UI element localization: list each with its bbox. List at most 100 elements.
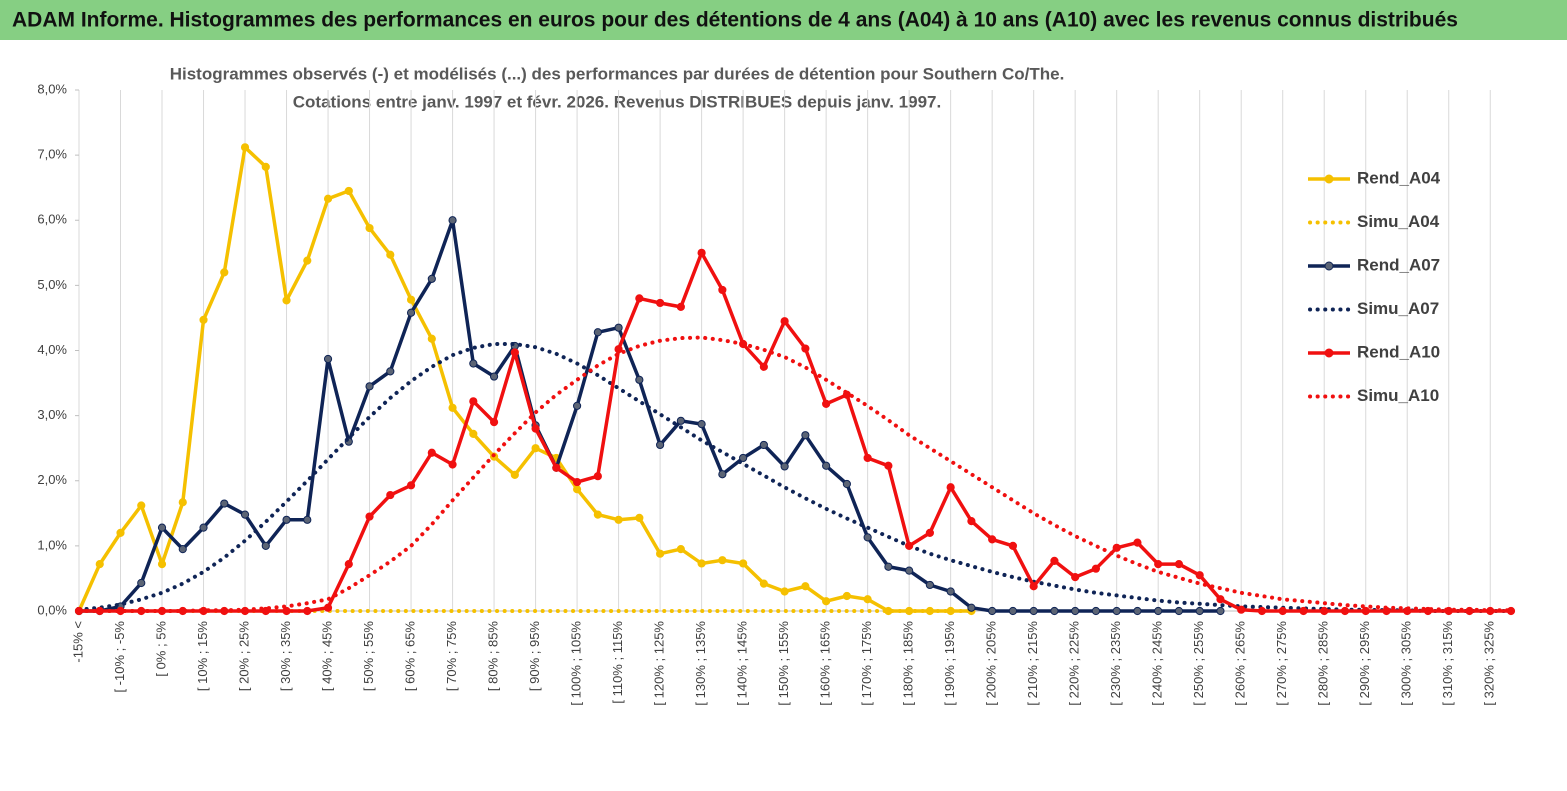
point	[1029, 606, 1038, 616]
point	[656, 440, 665, 450]
point	[801, 431, 810, 440]
point	[178, 498, 187, 507]
point	[427, 448, 436, 457]
point	[656, 298, 665, 308]
point	[344, 186, 353, 196]
y-tick-label: 0,0%	[37, 602, 67, 617]
x-tick-label: [ 200% ; 205%	[984, 621, 999, 706]
x-tick-label: [ 20% ; 25%	[236, 621, 251, 692]
point	[1112, 543, 1121, 552]
point	[323, 194, 333, 203]
point	[801, 344, 810, 353]
point	[427, 274, 436, 283]
series-line	[77, 335, 1513, 613]
point	[448, 403, 457, 412]
point	[1029, 582, 1038, 591]
point	[261, 541, 270, 550]
point	[801, 582, 810, 591]
x-tick-label: [ 250% ; 255%	[1191, 621, 1206, 706]
point	[988, 535, 997, 544]
point	[1091, 606, 1101, 616]
point	[365, 512, 374, 521]
legend-label: Simu_A04	[1357, 212, 1440, 231]
point	[863, 533, 872, 542]
point	[1008, 606, 1018, 616]
point	[261, 162, 270, 171]
x-tick-label: [ 40% ; 45%	[319, 621, 334, 692]
x-tick-label: [ 120% ; 125%	[652, 621, 667, 706]
point	[448, 460, 457, 469]
point	[220, 268, 229, 277]
point	[365, 382, 374, 391]
point	[510, 348, 519, 357]
point	[220, 499, 229, 508]
point	[614, 515, 623, 524]
point	[676, 545, 685, 554]
y-tick-label: 2,0%	[37, 472, 67, 487]
point	[531, 424, 540, 433]
point	[572, 477, 582, 487]
banner-title: ADAM Informe. Histogrammes des performan…	[12, 9, 1458, 32]
point	[1174, 606, 1184, 616]
point	[572, 485, 582, 494]
point	[614, 345, 623, 354]
point	[344, 560, 353, 569]
x-tick-label: [ 180% ; 185%	[901, 621, 916, 706]
point	[1361, 606, 1370, 616]
point	[718, 470, 727, 479]
point	[303, 256, 312, 265]
point	[863, 595, 872, 604]
point	[95, 560, 104, 569]
x-tick-label: [ 260% ; 265%	[1233, 621, 1248, 706]
legend-marker	[1324, 174, 1334, 184]
y-tick-label: 7,0%	[37, 147, 67, 162]
point	[863, 453, 872, 463]
point	[137, 578, 146, 588]
point	[1299, 606, 1308, 616]
point	[739, 453, 748, 463]
point	[572, 401, 582, 410]
x-tick-label: [ 240% ; 245%	[1150, 621, 1165, 706]
point	[822, 597, 831, 606]
point	[303, 606, 312, 616]
chart-title: Histogrammes observés (-) et modélisés (…	[170, 64, 1065, 83]
x-tick-label: [ 80% ; 85%	[486, 621, 501, 692]
point	[1091, 564, 1101, 573]
point	[448, 216, 457, 225]
point	[884, 461, 893, 470]
point	[759, 440, 768, 450]
point	[1133, 538, 1142, 547]
x-tick-label: [ 270% ; 275%	[1274, 621, 1289, 706]
point	[1216, 606, 1225, 616]
legend-label: Rend_A04	[1357, 168, 1441, 187]
x-tick-label: [ 10% ; 15%	[195, 621, 210, 692]
point	[842, 591, 851, 601]
y-tick-label: 8,0%	[37, 81, 67, 96]
point	[489, 372, 499, 381]
x-tick-label: -15% <	[70, 621, 85, 663]
point	[1320, 606, 1329, 616]
point	[199, 523, 208, 532]
point	[780, 587, 789, 596]
point	[1154, 606, 1163, 616]
point	[1257, 606, 1267, 616]
point	[697, 419, 706, 429]
point	[822, 461, 831, 470]
point	[178, 545, 187, 554]
point	[759, 579, 768, 588]
series-line	[79, 251, 1511, 613]
x-tick-label: [ 60% ; 65%	[402, 621, 417, 692]
point	[157, 560, 167, 569]
series-line	[77, 145, 972, 613]
point	[1071, 573, 1080, 582]
x-tick-label: [ 130% ; 135%	[693, 621, 708, 706]
point	[593, 472, 602, 481]
point	[282, 606, 291, 616]
point	[1278, 606, 1287, 616]
point	[593, 510, 602, 519]
point	[1008, 541, 1018, 550]
x-tick-label: [ 280% ; 285%	[1316, 621, 1331, 706]
point	[635, 513, 644, 522]
